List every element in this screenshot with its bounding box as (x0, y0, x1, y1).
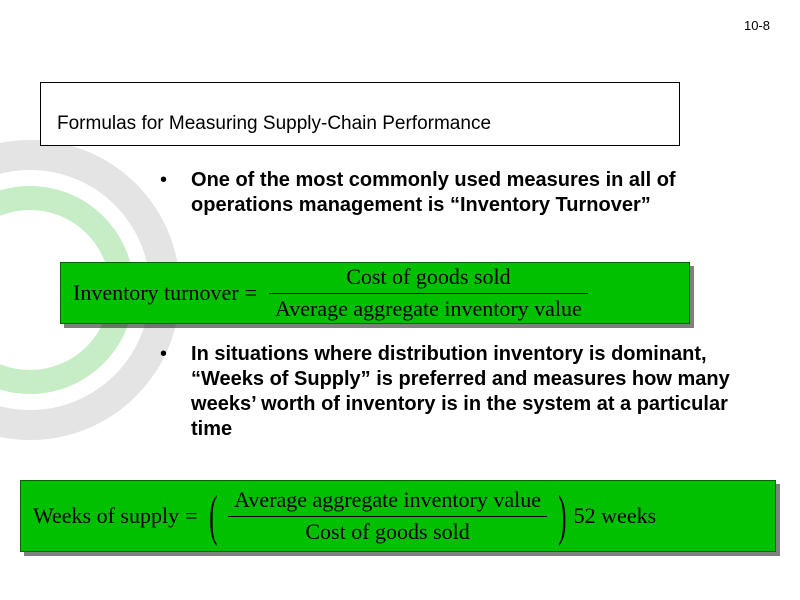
bullet-block-2: • In situations where distribution inven… (160, 342, 740, 450)
formula2-lhs: Weeks of supply (33, 503, 179, 529)
bullet-marker: • (160, 168, 167, 218)
formula1-fraction: Cost of goods sold Average aggregate inv… (269, 264, 588, 322)
right-paren-icon: ) (558, 494, 566, 539)
formula-inventory-turnover: Inventory turnover = Cost of goods sold … (60, 262, 690, 324)
slide-title: Formulas for Measuring Supply-Chain Perf… (57, 113, 491, 134)
page-number: 10-8 (744, 18, 770, 33)
formula2-multiplier: 52 weeks (574, 503, 656, 529)
left-paren-icon: ( (209, 494, 217, 539)
bullet-text: One of the most commonly used measures i… (191, 168, 720, 218)
formula1-lhs: Inventory turnover (73, 280, 239, 306)
formula1-denominator: Average aggregate inventory value (269, 296, 588, 322)
formula1-numerator: Cost of goods sold (340, 264, 516, 290)
bullet-marker: • (160, 342, 167, 442)
bullet-text: In situations where distribution invento… (191, 342, 740, 442)
formula2-numerator: Average aggregate inventory value (228, 487, 547, 513)
fraction-bar (228, 516, 547, 517)
formula-weeks-of-supply: Weeks of supply = ( Average aggregate in… (20, 480, 776, 552)
equals-sign: = (179, 503, 203, 529)
bullet-item: • One of the most commonly used measures… (160, 168, 720, 218)
equals-sign: = (239, 280, 263, 306)
bullet-item: • In situations where distribution inven… (160, 342, 740, 442)
fraction-bar (269, 293, 588, 294)
bullet-block-1: • One of the most commonly used measures… (160, 168, 720, 226)
slide-title-box: Formulas for Measuring Supply-Chain Perf… (40, 82, 680, 146)
formula2-fraction: Average aggregate inventory value Cost o… (228, 487, 547, 545)
formula2-denominator: Cost of goods sold (299, 519, 475, 545)
